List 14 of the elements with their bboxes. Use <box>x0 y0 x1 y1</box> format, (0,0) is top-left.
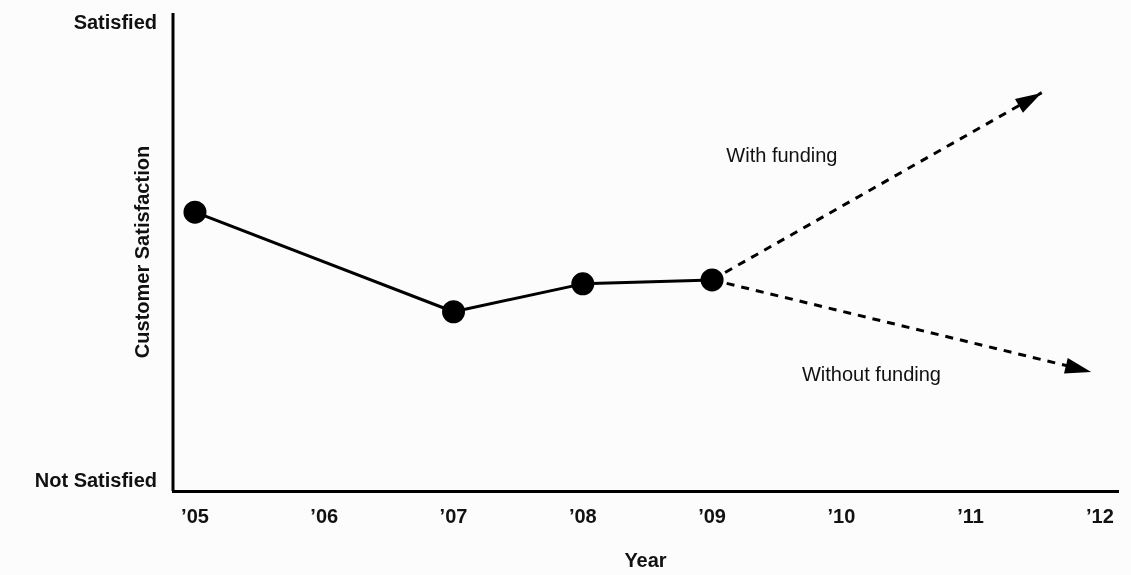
series-label: With funding <box>726 143 838 166</box>
x-tick-label: ’06 <box>310 504 339 527</box>
y-axis-title: Customer Satisfaction <box>130 145 153 359</box>
x-tick-label: ’07 <box>439 504 468 527</box>
x-tick-label: ’08 <box>568 504 597 527</box>
text: Not Satisfied <box>34 468 157 491</box>
x-tick-label: ’11 <box>957 504 984 527</box>
series-label: Without funding <box>801 363 941 386</box>
x-tick-label: ’10 <box>827 504 856 527</box>
x-tick-label: ’05 <box>181 504 209 527</box>
x-tick-label: ’09 <box>698 504 726 527</box>
x-tick-label: ’12 <box>1086 504 1114 527</box>
text: Satisfied <box>73 10 157 33</box>
x-axis-title: Year <box>624 548 667 571</box>
